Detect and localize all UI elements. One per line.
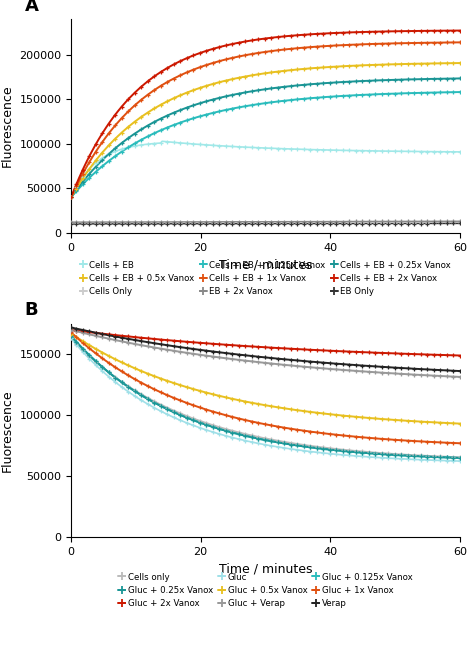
X-axis label: Time / minutes: Time / minutes [219, 258, 312, 271]
Y-axis label: Fluorescence: Fluorescence [1, 389, 14, 472]
X-axis label: Time / minutes: Time / minutes [219, 563, 312, 576]
Legend: Cells + EB, Cells + EB + 0.5x Vanox, Cells Only, Cells + EB + 0.125x Vanox, Cell: Cells + EB, Cells + EB + 0.5x Vanox, Cel… [80, 260, 451, 296]
Legend: Cells only, Gluc + 0.25x Vanox, Gluc + 2x Vanox, Gluc, Gluc + 0.5x Vanox, Gluc +: Cells only, Gluc + 0.25x Vanox, Gluc + 2… [118, 572, 413, 608]
Text: A: A [25, 0, 38, 15]
Text: B: B [25, 301, 38, 319]
Y-axis label: Fluorescence: Fluorescence [0, 85, 14, 167]
